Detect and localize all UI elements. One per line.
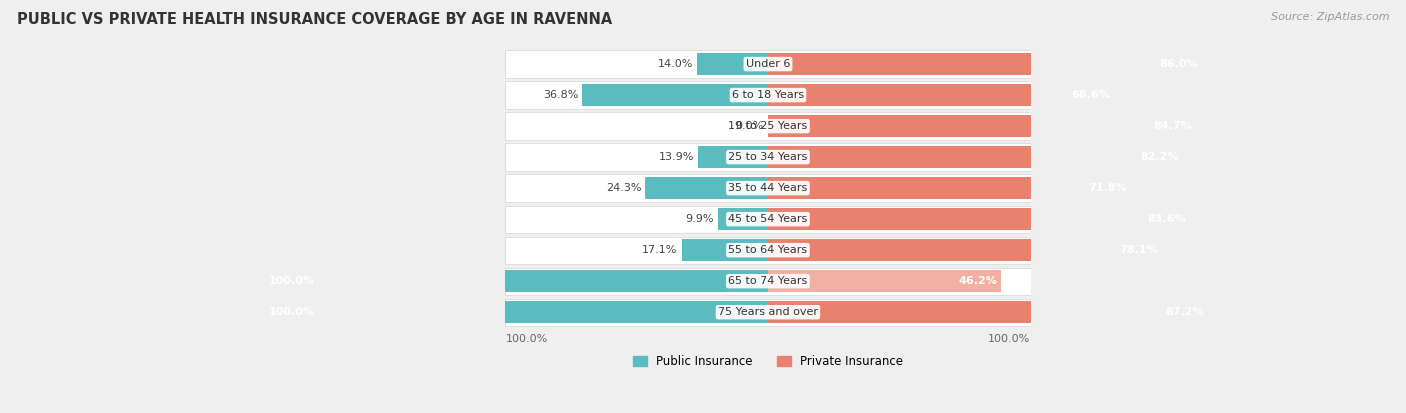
Bar [768,115,1195,137]
Text: 46.2%: 46.2% [959,276,997,286]
Text: 0.0%: 0.0% [735,121,763,131]
Bar [768,271,1001,292]
Text: 36.8%: 36.8% [543,90,578,100]
Text: 24.3%: 24.3% [606,183,641,193]
Bar [768,301,1208,323]
Text: 100.0%: 100.0% [505,334,547,344]
Text: 6 to 18 Years: 6 to 18 Years [733,90,804,100]
Bar [768,146,1182,168]
Text: 86.0%: 86.0% [1160,59,1198,69]
Bar [718,208,768,230]
Bar [263,301,768,323]
Bar [768,84,1115,106]
Text: 82.2%: 82.2% [1140,152,1180,162]
Bar [768,208,1189,230]
Legend: Public Insurance, Private Insurance: Public Insurance, Private Insurance [628,350,908,373]
Bar [682,239,768,261]
Text: 100.0%: 100.0% [988,334,1031,344]
Text: 87.2%: 87.2% [1166,307,1205,317]
Bar [263,271,768,292]
Text: 13.9%: 13.9% [658,152,693,162]
Bar [505,81,1031,109]
Bar [505,143,1031,171]
Text: 19 to 25 Years: 19 to 25 Years [728,121,807,131]
Text: 35 to 44 Years: 35 to 44 Years [728,183,807,193]
Bar [582,84,768,106]
Bar [645,177,768,199]
Bar [505,268,1031,295]
Text: 45 to 54 Years: 45 to 54 Years [728,214,807,224]
Text: 68.6%: 68.6% [1071,90,1111,100]
Text: 9.9%: 9.9% [685,214,714,224]
Text: 78.1%: 78.1% [1119,245,1159,255]
Text: 25 to 34 Years: 25 to 34 Years [728,152,807,162]
Bar [505,299,1031,326]
Text: Under 6: Under 6 [745,59,790,69]
Text: Source: ZipAtlas.com: Source: ZipAtlas.com [1271,12,1389,22]
Text: 75 Years and over: 75 Years and over [718,307,818,317]
Bar [768,177,1130,199]
Text: 83.6%: 83.6% [1147,214,1187,224]
Bar [505,206,1031,233]
Text: PUBLIC VS PRIVATE HEALTH INSURANCE COVERAGE BY AGE IN RAVENNA: PUBLIC VS PRIVATE HEALTH INSURANCE COVER… [17,12,612,27]
Text: 65 to 74 Years: 65 to 74 Years [728,276,807,286]
Text: 71.8%: 71.8% [1088,183,1126,193]
Text: 100.0%: 100.0% [269,307,315,317]
Bar [505,112,1031,140]
Bar [505,175,1031,202]
Bar [697,146,768,168]
Bar [697,53,768,75]
Bar [505,237,1031,264]
Text: 84.7%: 84.7% [1153,121,1192,131]
Text: 100.0%: 100.0% [269,276,315,286]
Bar [505,50,1031,78]
Bar [768,53,1202,75]
Text: 17.1%: 17.1% [643,245,678,255]
Bar [768,239,1163,261]
Text: 55 to 64 Years: 55 to 64 Years [728,245,807,255]
Text: 14.0%: 14.0% [658,59,693,69]
